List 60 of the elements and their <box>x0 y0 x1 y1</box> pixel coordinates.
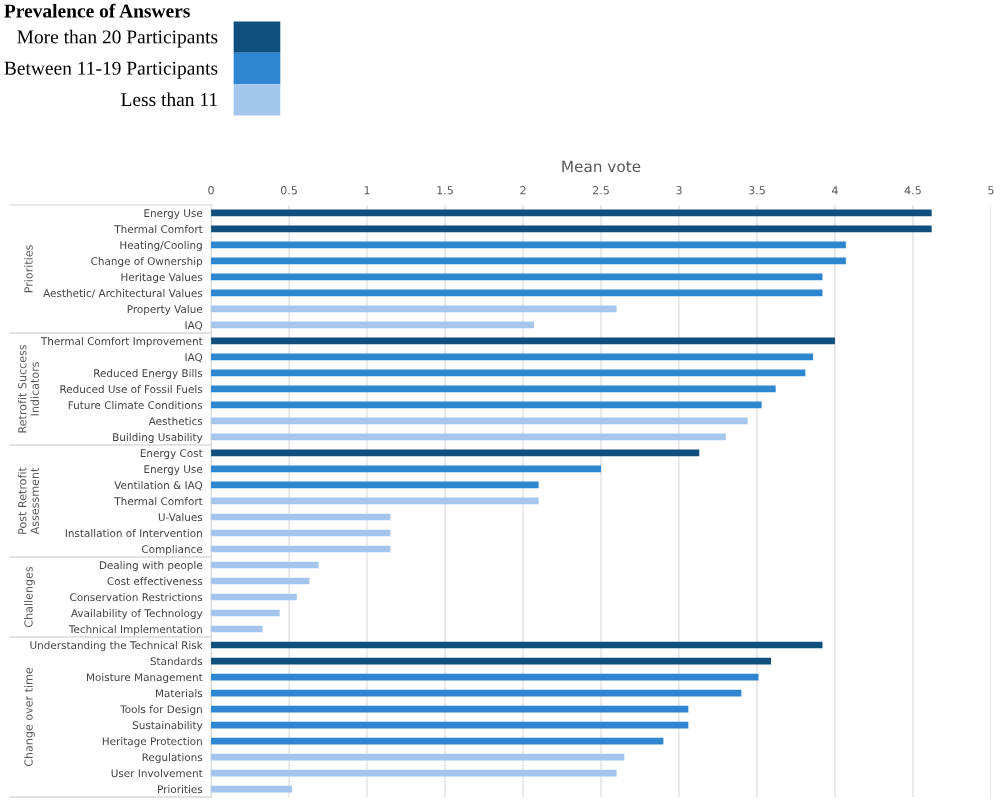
y-tick-label: Energy Use <box>144 465 203 476</box>
x-axis-title: Mean vote <box>562 160 641 173</box>
x-tick-label: 1 <box>364 186 370 195</box>
y-tick-label: Dealing with people <box>99 561 203 572</box>
x-tick-label: 3 <box>676 186 682 195</box>
y-tick-label: Heating/Cooling <box>120 240 202 252</box>
y-tick-label: Thermal Comfort Improvement <box>40 337 203 348</box>
y-tick-label: Tools for Design <box>120 705 202 716</box>
y-tick-label: Priorities <box>158 785 203 794</box>
bar <box>211 561 319 569</box>
y-tick-label: Compliance <box>141 545 203 556</box>
y-tick-label: Installation of Intervention <box>65 529 202 538</box>
x-tick-label: 2 <box>520 186 526 195</box>
bar <box>211 609 280 617</box>
y-tick-label: IAQ <box>185 353 203 363</box>
y-tick-label: Aesthetic/ Architectural Values <box>43 288 203 298</box>
x-tick-label: 0.5 <box>280 186 297 195</box>
y-tick-label: Cost effectiveness <box>107 577 203 586</box>
legend-label: More than 20 Participants <box>17 29 218 48</box>
y-tick-label: User Involvement <box>111 769 203 778</box>
bar <box>211 625 263 633</box>
y-tick-label: Technical Implementation <box>68 625 202 636</box>
y-tick-label: Understanding the Technical Risk <box>30 641 203 652</box>
legend-label: Less than 11 <box>121 92 217 107</box>
legend-label: Between 11-19 Participants <box>4 61 218 79</box>
y-tick-label: Energy Use <box>144 209 203 220</box>
x-tick-label: 3.5 <box>748 186 765 195</box>
y-tick-label: Sustainability <box>132 721 203 732</box>
y-tick-label: Standards <box>150 657 203 666</box>
x-tick-label: 4.5 <box>904 186 921 195</box>
y-tick-label: Thermal Comfort <box>114 497 203 506</box>
x-tick-label: 4 <box>831 186 838 195</box>
text: Post Retrofit Assessment <box>17 467 39 535</box>
y-tick-label: Building Usability <box>113 433 203 444</box>
x-tick-label: 0 <box>208 186 214 195</box>
y-tick-label: Property Value <box>127 304 203 316</box>
text: Retrofit Success Indicators <box>17 344 39 433</box>
x-tick-label: 5 <box>988 186 994 195</box>
y-tick-label: Materials <box>155 689 203 698</box>
y-tick-label: Thermal Comfort <box>114 224 203 234</box>
text: Challenges <box>24 566 35 628</box>
y-tick-label: Ventilation & IAQ <box>114 481 203 491</box>
y-tick-label: Availability of Technology <box>71 609 203 620</box>
y-tick-label: Heritage Protection <box>102 737 202 748</box>
y-tick-label: U-Values <box>158 513 203 522</box>
y-tick-label: Heritage Values <box>121 272 203 284</box>
y-tick-label: Reduced Energy Bills <box>94 369 203 380</box>
y-tick-label: Conservation Restrictions <box>70 593 203 602</box>
y-tick-label: Future Climate Conditions <box>68 401 203 410</box>
y-tick-label: Aesthetics <box>148 417 203 426</box>
legend-title: Prevalence of Answers <box>4 3 190 18</box>
y-tick-label: Moisture Management <box>86 673 203 684</box>
text: Change over time <box>24 667 35 767</box>
y-tick-label: IAQ <box>185 321 203 331</box>
y-tick-label: Energy Cost <box>140 449 203 460</box>
x-tick-label: 1.5 <box>437 186 453 195</box>
y-tick-label: Change of Ownership <box>91 256 203 268</box>
y-tick-label: Regulations <box>142 753 203 764</box>
x-tick-label: 2.5 <box>592 186 609 195</box>
y-tick-label: Reduced Use of Fossil Fuels <box>60 385 203 394</box>
